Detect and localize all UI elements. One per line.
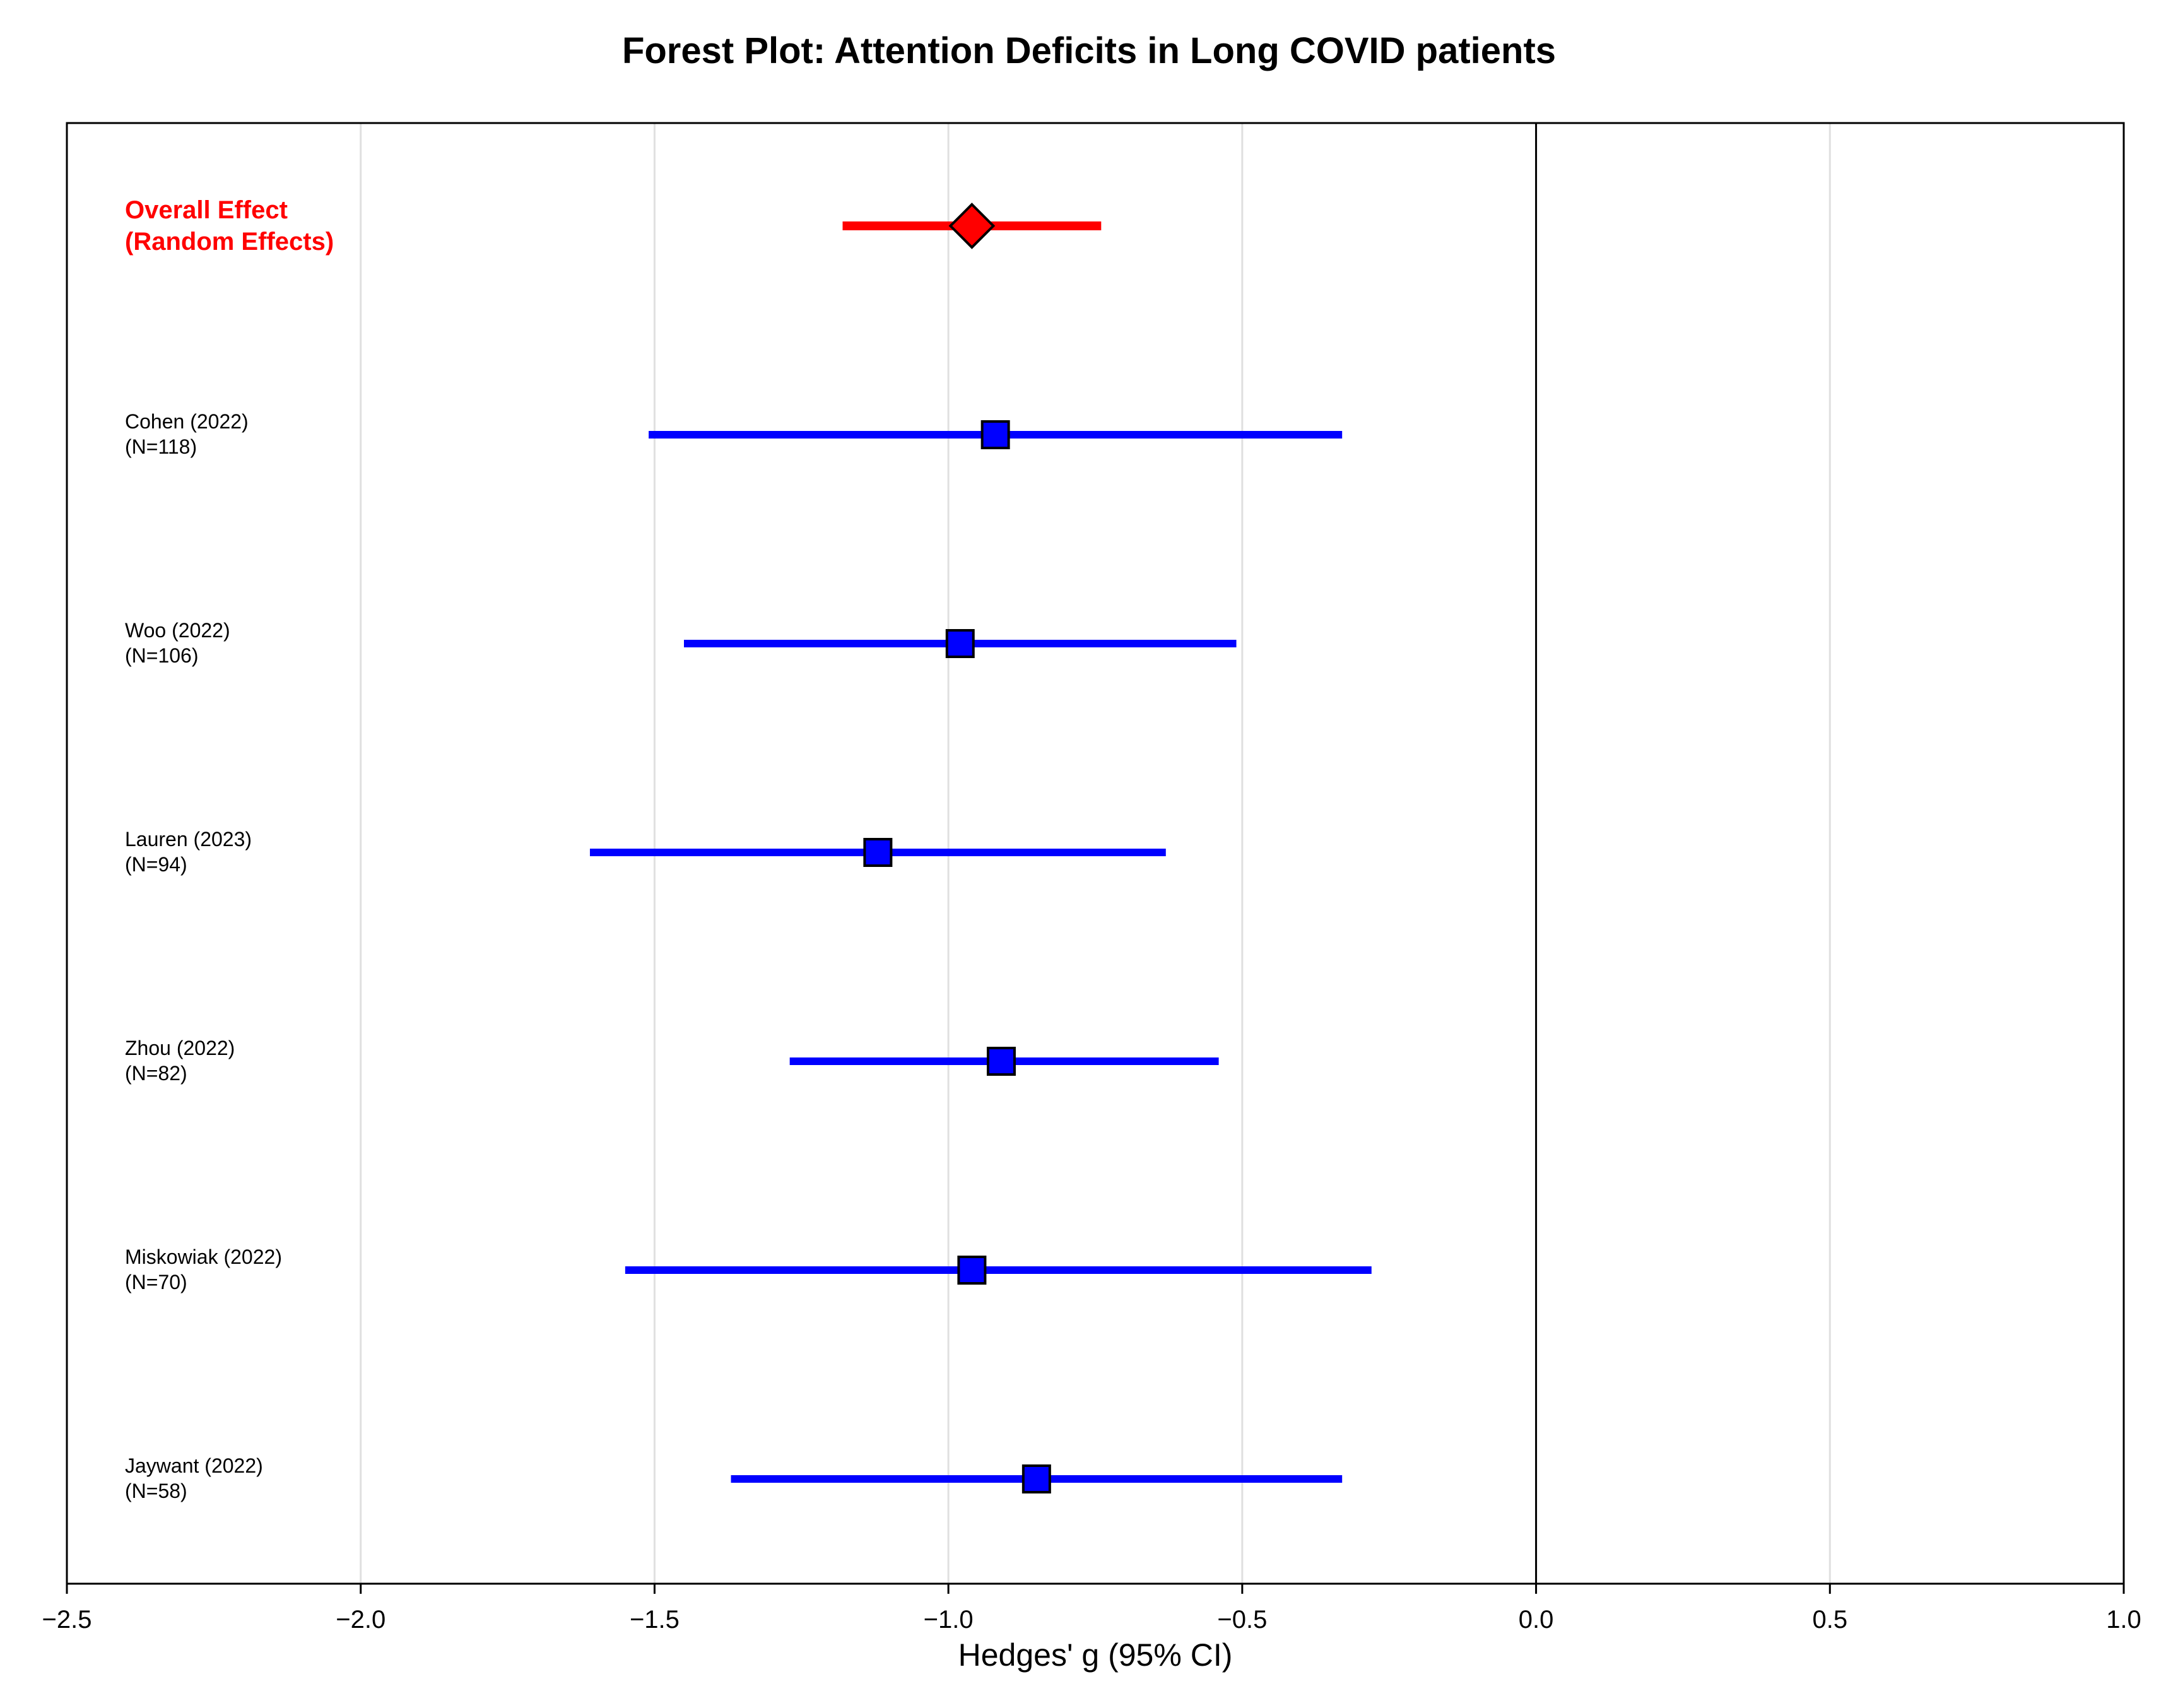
study-point [957, 1256, 987, 1285]
x-tick-label: 1.0 [2106, 1606, 2141, 1634]
study-label: Zhou (2022) [125, 1037, 235, 1059]
overall-label-sub: (Random Effects) [125, 228, 334, 256]
overall-diamond [948, 203, 996, 249]
study-n-label: (N=106) [125, 644, 199, 667]
x-axis-label: Hedges' g (95% CI) [958, 1637, 1233, 1673]
study-point [945, 629, 975, 658]
study-n-label: (N=70) [125, 1271, 187, 1293]
overall-label: Overall Effect [125, 196, 288, 224]
study-n-label: (N=94) [125, 853, 187, 876]
study-point [980, 420, 1010, 449]
marks: Overall Effect (Random Effects) Cohen (202… [125, 196, 1372, 1502]
study-point [986, 1047, 1016, 1076]
study-label: Cohen (2022) [125, 410, 249, 433]
study-label: Woo (2022) [125, 619, 230, 642]
study-n-label: (N=58) [125, 1480, 187, 1502]
x-tick-label: 0.0 [1519, 1606, 1554, 1634]
chart-title: Forest Plot: Attention Deficits in Long … [622, 30, 1556, 71]
x-tick-label: −0.5 [1217, 1606, 1267, 1634]
plot-frame [66, 122, 2125, 1585]
x-tick-label: 0.5 [1812, 1606, 1847, 1634]
study-label: Lauren (2023) [125, 828, 252, 851]
study-point [1021, 1464, 1051, 1493]
study-n-label: (N=82) [125, 1062, 187, 1085]
x-axis: −2.5 −2.0 −1.5 −1.0 −0.5 0.0 0.5 1.0 [42, 1584, 2141, 1634]
x-tick-label: −1.5 [630, 1606, 680, 1634]
x-tick-label: −2.5 [42, 1606, 92, 1634]
study-label: Miskowiak (2022) [125, 1246, 282, 1268]
study-n-label: (N=118) [125, 435, 197, 458]
study-label: Jaywant (2022) [125, 1454, 263, 1477]
x-tick-label: −2.0 [336, 1606, 386, 1634]
study-point [863, 838, 893, 867]
x-tick-label: −1.0 [924, 1606, 974, 1634]
